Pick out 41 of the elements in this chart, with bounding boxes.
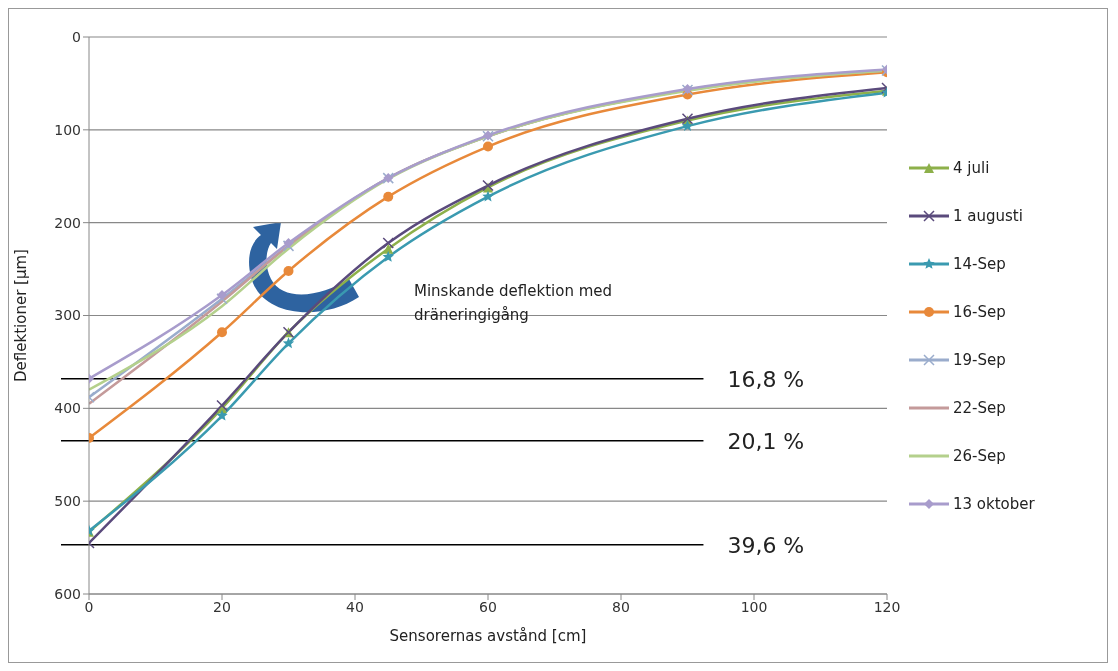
point [216, 409, 228, 421]
point [382, 251, 394, 262]
x-tick-label: 80 [612, 598, 630, 615]
x-tick-label: 120 [873, 598, 901, 615]
annotation: 20,1 % [727, 428, 805, 454]
point [382, 237, 394, 249]
legend-label: 13 oktober [953, 494, 1035, 513]
annotation: Minskande deflektion med dräneringigång [414, 281, 614, 326]
legend-label: 4 juli [953, 158, 990, 177]
point [383, 243, 394, 254]
y-tick-label: 400 [54, 400, 81, 417]
x-tick-label: 100 [740, 598, 768, 615]
point [216, 293, 228, 305]
x-tick-label: 0 [84, 598, 94, 615]
x-tick-label: 40 [346, 598, 364, 615]
legend-label: 14-Sep [953, 254, 1006, 273]
point [482, 190, 494, 202]
point [282, 337, 295, 349]
x-tick-label: 60 [479, 598, 497, 615]
legend-label: 16-Sep [953, 302, 1006, 321]
y-tick-label: 0 [72, 28, 81, 45]
y-tick-label: 300 [54, 307, 81, 324]
annotation: 16,8 % [727, 366, 805, 392]
point [217, 327, 227, 338]
point [483, 141, 493, 152]
legend-label: 26-Sep [953, 446, 1006, 465]
point [283, 265, 294, 276]
y-tick-label: 500 [54, 493, 81, 510]
y-tick-label: 200 [54, 214, 81, 231]
point [383, 191, 394, 202]
point [217, 290, 227, 301]
legend-label: 1 augusti [953, 206, 1023, 225]
x-tick-label: 20 [213, 598, 231, 615]
y-tick-label: 100 [54, 121, 81, 138]
y-tick-label: 600 [54, 585, 81, 602]
y-axis-title: Deflektioner [µm] [12, 249, 31, 382]
legend-label: 19-Sep [953, 350, 1006, 369]
point [216, 399, 228, 412]
legend-label: 22-Sep [953, 398, 1006, 417]
x-axis-title: Sensorernas avstånd [cm] [389, 626, 587, 645]
annotation: 39,6 % [727, 532, 805, 558]
